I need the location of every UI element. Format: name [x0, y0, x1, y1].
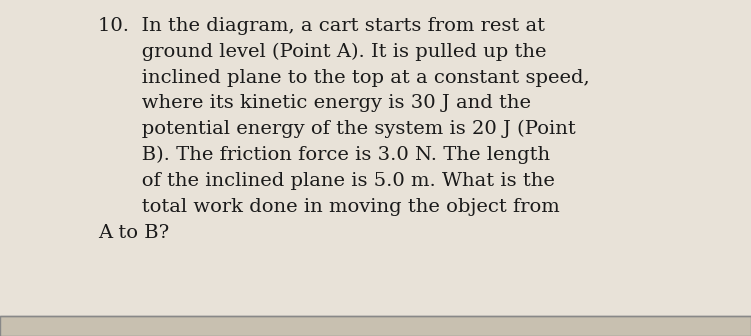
Bar: [0, 316, 751, 336]
Text: 10.  In the diagram, a cart starts from rest at
       ground level (Point A). I: 10. In the diagram, a cart starts from r…: [98, 17, 590, 242]
